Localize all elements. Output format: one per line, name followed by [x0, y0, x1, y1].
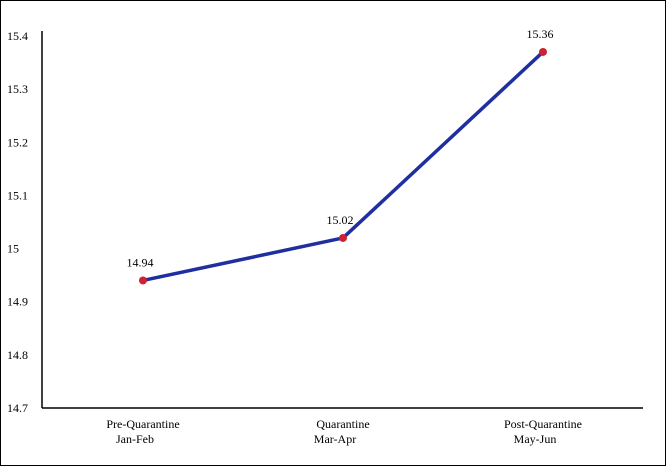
y-tick-label: 15.3	[7, 82, 28, 96]
x-tick-label-line: Jan-Feb	[116, 432, 154, 446]
data-label: 15.02	[327, 213, 354, 227]
y-tick-label: 15.4	[7, 29, 28, 43]
y-axis: 14.7 14.8 14.9 15 15.1 15.2 15.3 15.4	[7, 29, 43, 415]
data-labels: 14.94 15.02 15.36	[127, 27, 554, 270]
x-tick-label: Pre-Quarantine Jan-Feb	[106, 417, 179, 446]
x-tick-label-line: May-Jun	[514, 432, 557, 446]
data-point-marker	[339, 233, 347, 242]
x-tick-label-line: Mar-Apr	[314, 432, 356, 446]
y-tick-label: 14.7	[7, 401, 28, 415]
x-tick-label-line: Pre-Quarantine	[106, 417, 179, 431]
data-label: 14.94	[127, 255, 154, 269]
data-point-marker	[539, 47, 547, 56]
series-group	[139, 47, 547, 285]
x-tick-label-line: Quarantine	[316, 417, 369, 431]
data-point-marker	[139, 276, 147, 285]
y-tick-label: 15.1	[7, 188, 28, 202]
x-tick-label-line: Post-Quarantine	[504, 417, 582, 431]
x-axis: Pre-Quarantine Jan-Feb Quarantine Mar-Apr Po…	[42, 407, 643, 446]
y-tick-label: 14.9	[7, 295, 28, 309]
x-tick-label: Quarantine Mar-Apr	[314, 417, 370, 446]
y-tick-label: 14.8	[7, 348, 28, 362]
y-tick-label: 15	[7, 242, 19, 256]
series-line	[142, 50, 545, 283]
x-tick-label: Post-Quarantine May-Jun	[504, 417, 582, 446]
y-tick-label: 15.2	[7, 135, 28, 149]
data-label: 15.36	[527, 27, 554, 41]
